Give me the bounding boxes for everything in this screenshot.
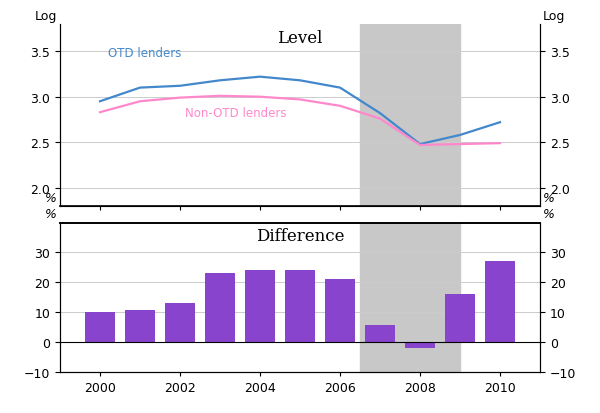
Bar: [360, 25, 460, 206]
Bar: [325, 280, 355, 342]
Bar: [85, 312, 115, 342]
Bar: [405, 342, 435, 348]
Bar: [285, 271, 315, 342]
Bar: [445, 294, 475, 342]
Text: Difference: Difference: [256, 228, 344, 244]
Text: OTD lenders: OTD lenders: [108, 47, 181, 59]
Bar: [485, 262, 515, 342]
Text: %: %: [45, 192, 57, 204]
Bar: [165, 303, 195, 342]
Text: %: %: [543, 192, 555, 204]
Text: %: %: [543, 208, 555, 221]
Text: Log: Log: [543, 10, 565, 23]
Bar: [125, 310, 155, 342]
Text: Log: Log: [35, 10, 57, 23]
Text: %: %: [45, 208, 57, 221]
Text: Level: Level: [277, 30, 323, 47]
Text: Non-OTD lenders: Non-OTD lenders: [185, 107, 286, 119]
Bar: [205, 273, 235, 342]
Bar: [245, 271, 275, 342]
Bar: [360, 223, 460, 372]
Bar: [365, 325, 395, 342]
